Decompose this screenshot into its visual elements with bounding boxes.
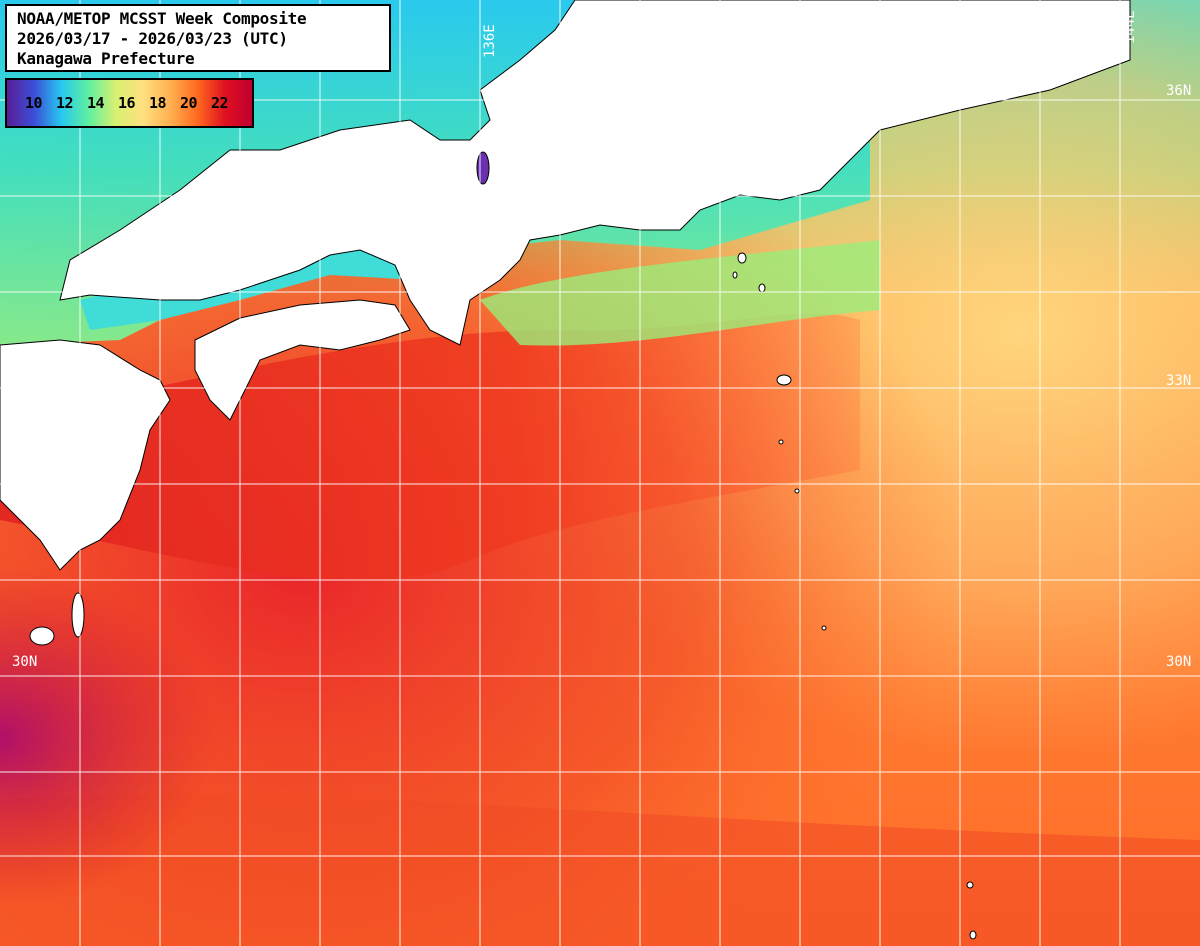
- island-izu-3: [732, 271, 738, 279]
- island-small-1: [778, 439, 784, 445]
- island-izu-1: [737, 252, 747, 264]
- scale-tick-18: 18: [149, 94, 167, 112]
- island-hachijo: [776, 374, 792, 386]
- scale-tick-22: 22: [211, 94, 229, 112]
- island-izu-2: [758, 283, 766, 293]
- coastal-green: [480, 240, 880, 346]
- lat-label-30n-left: 30N: [12, 654, 38, 670]
- title-product: NOAA/METOP MCSST Week Composite: [17, 9, 307, 28]
- scale-tick-10: 10: [25, 94, 43, 112]
- scale-tick-14: 14: [87, 94, 105, 112]
- title-date-range: 2026/03/17 - 2026/03/23 (UTC): [17, 29, 288, 48]
- lon-label-144e: 144E: [1122, 10, 1138, 44]
- lat-label-33n: 33N: [1166, 373, 1192, 389]
- island-yakushima: [29, 626, 55, 646]
- title-region: Kanagawa Prefecture: [17, 49, 195, 68]
- lat-label-30n-right: 30N: [1166, 654, 1192, 670]
- land-kyushu: [0, 339, 171, 571]
- island-tanegashima: [71, 592, 85, 638]
- title-box: NOAA/METOP MCSST Week Composite 2026/03/…: [5, 4, 391, 72]
- lon-label-136e: 136E: [482, 24, 498, 58]
- island-small-4: [966, 881, 974, 889]
- island-small-2: [794, 488, 800, 494]
- island-small-3: [821, 625, 827, 631]
- scale-tick-16: 16: [118, 94, 136, 112]
- island-small-5: [969, 930, 977, 940]
- island-sado: [476, 151, 490, 185]
- scale-tick-12: 12: [56, 94, 74, 112]
- lat-label-36n: 36N: [1166, 83, 1192, 99]
- color-scale-legend: 10 12 14 16 18 20 22: [5, 78, 254, 128]
- scale-tick-20: 20: [180, 94, 198, 112]
